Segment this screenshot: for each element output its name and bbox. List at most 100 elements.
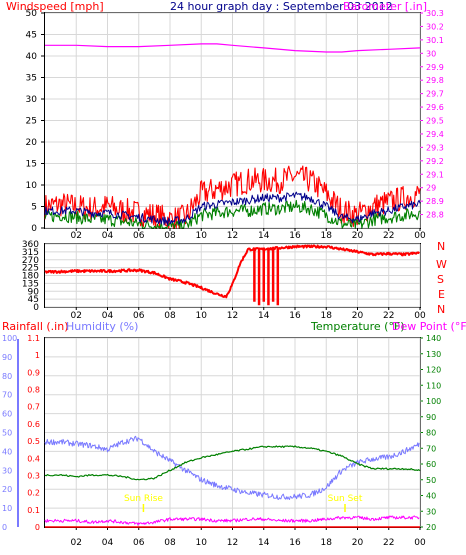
baro-ytick-label: 29.2 xyxy=(426,157,444,166)
direction-xtick-label: 18 xyxy=(321,311,333,321)
baro-ytick-label: 29.9 xyxy=(426,63,444,72)
wind-xtick-label: 14 xyxy=(258,231,270,241)
humidity-ytick-label: 0 xyxy=(2,523,7,532)
wind-ytick-label: 40 xyxy=(26,52,38,62)
rain-ytick-label: 0 xyxy=(35,523,40,532)
wind-ytick-label: 30 xyxy=(26,95,38,105)
humidity-ytick-label: 20 xyxy=(2,485,12,494)
baro-ytick-label: 29.5 xyxy=(426,117,444,126)
lower-xtick-label: 02 xyxy=(71,538,82,548)
direction-xtick-label: 06 xyxy=(133,311,145,321)
wind-gust-line xyxy=(44,165,421,229)
humidity-ytick-label: 90 xyxy=(2,353,12,362)
compass-letter-e: E xyxy=(438,288,445,301)
baro-ytick-label: 28.9 xyxy=(426,197,444,206)
lower-xtick-label: 10 xyxy=(196,538,208,548)
rain-ytick-label: 0.9 xyxy=(27,368,40,377)
baro-ytick-label: 30 xyxy=(426,49,436,58)
wind-ytick-label: 20 xyxy=(26,138,38,148)
lower-xtick-label: 16 xyxy=(289,538,301,548)
humidity-line xyxy=(44,435,420,500)
baro-ytick-label: 28.8 xyxy=(426,211,444,220)
temperature-line xyxy=(44,445,421,481)
wind-ytick-label: 15 xyxy=(26,160,37,170)
rainfall-axis-title: Rainfall (.in) xyxy=(2,320,69,333)
barometer-axis-title: Barometer [.in] xyxy=(343,0,427,13)
wind-xtick-label: 02 xyxy=(71,231,82,241)
lower-xtick-label: 12 xyxy=(227,538,238,548)
direction-xtick-label: 20 xyxy=(352,311,364,321)
wind-xtick-label: 10 xyxy=(196,231,208,241)
baro-ytick-label: 29.3 xyxy=(426,143,444,152)
humidity-ytick-label: 50 xyxy=(2,429,12,438)
direction-ytick-label: 0 xyxy=(33,303,39,313)
baro-ytick-label: 29.1 xyxy=(426,170,444,179)
rain-ytick-label: 0.3 xyxy=(27,471,40,480)
rain-ytick-label: 0.6 xyxy=(27,420,40,429)
wind-speed-line xyxy=(44,199,421,229)
wind-ytick-label: 45 xyxy=(26,31,37,41)
rain-ytick-label: 0.7 xyxy=(27,403,40,412)
rain-ytick-label: 0.4 xyxy=(27,454,40,463)
direction-xtick-label: 10 xyxy=(196,311,208,321)
direction-ytick-label: 315 xyxy=(22,248,39,258)
lower-xtick-label: 14 xyxy=(258,538,270,548)
temp-ytick-label: 140 xyxy=(426,334,441,343)
lower-xtick-label: 20 xyxy=(352,538,364,548)
baro-ytick-label: 29.4 xyxy=(426,130,444,139)
wind-xtick-label: 22 xyxy=(383,231,394,241)
lower-xtick-label: 06 xyxy=(133,538,145,548)
compass-letter-n-bottom: N xyxy=(437,303,445,316)
direction-ytick-label: 360 xyxy=(22,240,39,250)
compass-letter-s: S xyxy=(437,273,444,286)
temp-ytick-label: 60 xyxy=(426,460,436,469)
lower-xtick-label: 18 xyxy=(321,538,333,548)
barometer-line xyxy=(45,43,421,53)
humidity-ytick-label: 40 xyxy=(2,447,12,456)
dewpoint-axis-title: Dew Point (°F) xyxy=(392,320,466,333)
rain-ytick-label: 0.5 xyxy=(27,437,40,446)
temp-ytick-label: 70 xyxy=(426,444,436,453)
direction-xtick-label: 14 xyxy=(258,311,270,321)
humidity-axis-title: Humidity (%) xyxy=(66,320,138,333)
wind-xtick-label: 06 xyxy=(133,231,145,241)
temp-ytick-label: 120 xyxy=(426,366,441,375)
direction-xtick-label: 16 xyxy=(289,311,301,321)
direction-ytick-label: 135 xyxy=(22,279,39,289)
wind-xtick-label: 16 xyxy=(289,231,301,241)
lower-xtick-label: 22 xyxy=(383,538,394,548)
chart-marks: 0 5 10 15 20 25 30 35 40 45 50 28.8 28.9 29 29.1 29.2 29… xyxy=(2,9,444,548)
sun-marker-label: Sun Rise xyxy=(124,494,163,504)
humidity-ytick-label: 30 xyxy=(2,466,12,475)
direction-xtick-label: 08 xyxy=(164,311,176,321)
baro-ytick-label: 29 xyxy=(426,184,436,193)
temp-ytick-label: 30 xyxy=(426,507,436,516)
temp-ytick-label: 100 xyxy=(426,397,441,406)
baro-ytick-label: 29.7 xyxy=(426,90,444,99)
wind-ytick-label: 25 xyxy=(26,117,37,127)
sun-marker-label: Sun Set xyxy=(328,494,363,504)
temp-ytick-label: 90 xyxy=(426,413,436,422)
temp-ytick-label: 50 xyxy=(426,476,436,485)
direction-xtick-label: 12 xyxy=(227,311,238,321)
temp-ytick-label: 40 xyxy=(426,492,436,501)
wind-direction-line xyxy=(44,244,421,299)
direction-xtick-label: 02 xyxy=(71,311,82,321)
humidity-ytick-label: 100 xyxy=(2,334,17,343)
wind-xtick-label: 04 xyxy=(102,231,114,241)
temp-ytick-label: 130 xyxy=(426,350,441,359)
rain-ytick-label: 1.1 xyxy=(27,334,40,343)
wind-average-line xyxy=(44,191,421,226)
direction-ytick-label: 45 xyxy=(28,295,39,305)
temperature-axis-title: Temperature (°F) xyxy=(310,320,405,333)
lower-xtick-label: 00 xyxy=(414,538,426,548)
lower-xtick-label: 04 xyxy=(102,538,114,548)
baro-ytick-label: 29.8 xyxy=(426,76,444,85)
wind-xtick-label: 00 xyxy=(414,231,426,241)
rain-ytick-label: 0.2 xyxy=(27,489,40,498)
wind-ytick-label: 5 xyxy=(31,203,37,213)
wind-ytick-label: 35 xyxy=(26,74,37,84)
graph-title: 24 hour graph day : September 03 2012 xyxy=(170,0,393,13)
wind-ytick-label: 0 xyxy=(31,224,37,234)
